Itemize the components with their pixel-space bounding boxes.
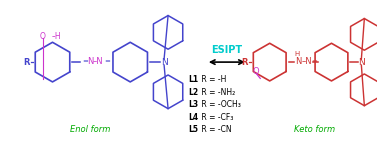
Text: –H: –H <box>51 32 61 41</box>
Text: R = -H: R = -H <box>199 75 226 84</box>
Text: L3: L3 <box>188 100 198 109</box>
Text: R = -NH₂: R = -NH₂ <box>199 88 235 97</box>
Text: =: = <box>311 58 318 64</box>
Text: –N: –N <box>93 57 104 66</box>
Text: N: N <box>358 58 365 67</box>
Text: O: O <box>253 67 260 76</box>
Text: L5: L5 <box>188 125 198 134</box>
Text: H: H <box>294 51 299 57</box>
Text: –N: –N <box>301 57 312 66</box>
Text: =: = <box>104 58 110 64</box>
Text: R = -OCH₃: R = -OCH₃ <box>199 100 241 109</box>
Text: ESIPT: ESIPT <box>211 45 242 55</box>
Text: N: N <box>87 57 93 66</box>
Text: L1: L1 <box>188 75 198 84</box>
Text: O: O <box>40 32 45 41</box>
Text: R: R <box>23 58 30 67</box>
Text: L2: L2 <box>188 88 198 97</box>
Text: R: R <box>242 58 248 67</box>
Text: L4: L4 <box>188 113 198 122</box>
Text: Keto form: Keto form <box>294 125 335 134</box>
Text: R = -CF₃: R = -CF₃ <box>199 113 233 122</box>
Text: =: = <box>82 58 88 64</box>
Text: N: N <box>296 57 302 66</box>
Text: Enol form: Enol form <box>70 125 110 134</box>
Text: N: N <box>161 58 167 67</box>
Text: R = -CN: R = -CN <box>199 125 232 134</box>
